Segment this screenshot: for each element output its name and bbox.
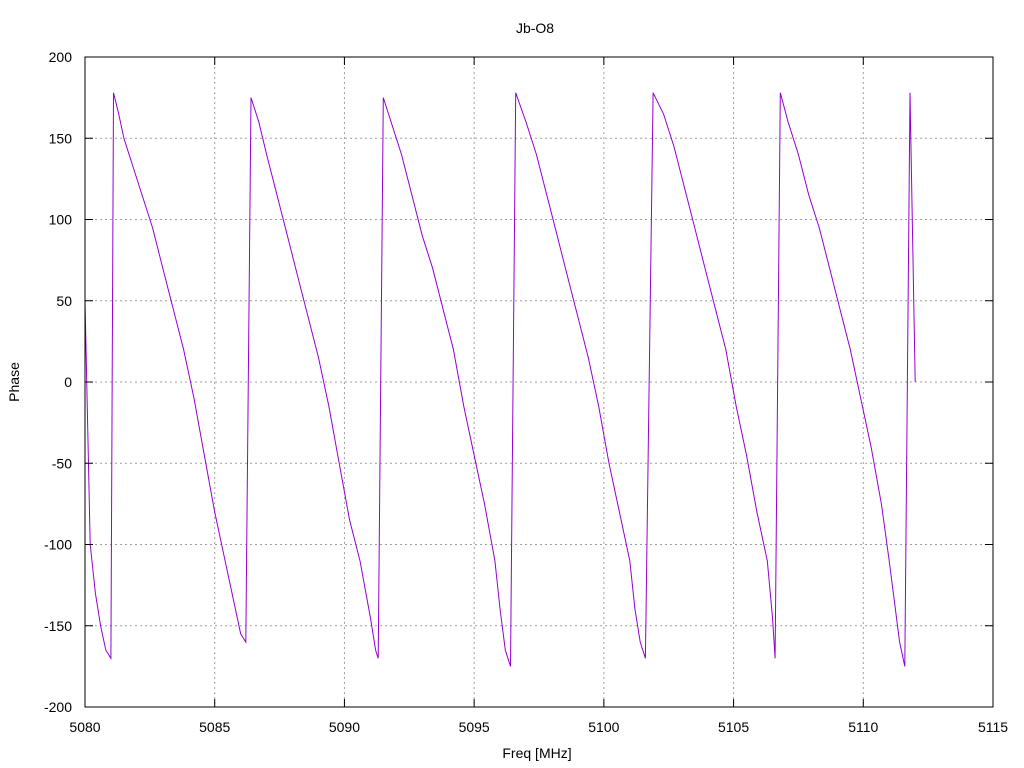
y-tick-label: -200 <box>44 699 72 715</box>
phase-series-line <box>84 92 916 667</box>
y-tick-label: 150 <box>49 130 73 146</box>
x-tick-label: 5090 <box>329 719 360 735</box>
y-tick-label: 50 <box>56 293 72 309</box>
chart-title: Jb-O8 <box>516 20 554 36</box>
tick-labels: 5080 5085 5090 5095 5100 5105 5110 5115 -200 -150… <box>44 49 1008 735</box>
ticks <box>84 56 994 708</box>
x-tick-label: 5105 <box>718 719 749 735</box>
y-axis-title: Phase <box>6 362 22 402</box>
x-axis-title: Freq [MHz] <box>502 745 571 761</box>
x-tick-label: 5100 <box>588 719 619 735</box>
x-tick-label: 5085 <box>199 719 230 735</box>
y-tick-label: 200 <box>49 49 73 65</box>
x-tick-label: 5115 <box>978 719 1008 735</box>
y-tick-label: -150 <box>44 618 72 634</box>
y-tick-label: 0 <box>64 374 72 390</box>
x-tick-label: 5110 <box>848 719 878 735</box>
y-tick-label: -100 <box>44 537 72 553</box>
y-tick-label: -50 <box>52 455 72 471</box>
x-tick-label: 5095 <box>459 719 490 735</box>
grid <box>85 57 993 707</box>
x-tick-label: 5080 <box>69 719 100 735</box>
y-tick-label: 100 <box>49 212 73 228</box>
